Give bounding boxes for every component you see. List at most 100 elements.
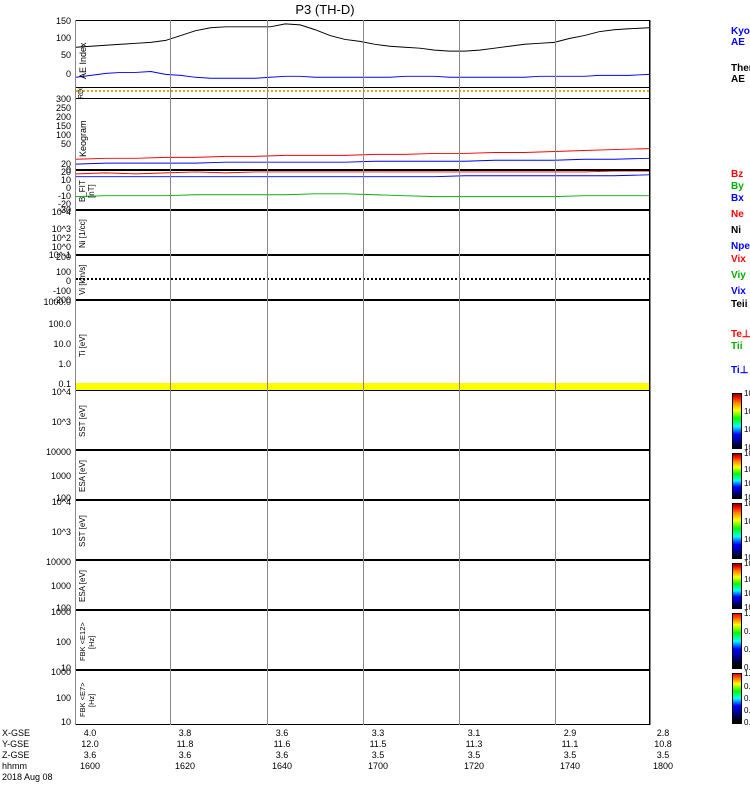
xaxis-zgse-5: 3.5 <box>540 750 600 760</box>
ti-legend-teii: Teii <box>731 299 747 310</box>
ti-legend-tii: Tii <box>731 341 742 352</box>
xaxis-hhmm-0: 1600 <box>60 761 120 771</box>
xaxis-date: 2018 Aug 08 <box>2 772 750 782</box>
fbk2-colorbar <box>732 673 742 724</box>
xaxis-xgse-1: 3.8 <box>155 728 215 738</box>
xaxis-xgse-3: 3.3 <box>348 728 408 738</box>
esa1-cb-tick-2: 10^7 <box>744 465 750 474</box>
ti-legend-tiperp: Ti⊥ <box>731 365 748 376</box>
plot-title: P3 (TH-D) <box>0 2 650 17</box>
ni-legend-npet: Npet <box>731 241 750 252</box>
sst2-cb-tick-3: 10^8 <box>744 499 750 508</box>
vi-legend-vix2: Vix <box>731 286 746 297</box>
vi-ylabel: Vi [km/s] <box>78 264 87 296</box>
fbk2-ytick-1000: 1000 <box>31 667 71 677</box>
xaxis-label-ygse: Y-GSE <box>2 739 29 749</box>
ae-index-curves <box>76 21 649 87</box>
esa1-cb-tick-1: 10^5 <box>744 479 750 488</box>
xaxis-hhmm-6: 1800 <box>633 761 693 771</box>
sst1-ytick-3: 10^3 <box>31 417 71 427</box>
ae-legend-kyoto: Kyoto AE <box>731 26 750 48</box>
esa2-panel: ESA [eV] 10000 1000 100 10^9 10^7 10^5 1… <box>75 560 650 610</box>
sst1-ylabel: SST [eV] <box>78 405 87 437</box>
esa1-colorbar <box>732 453 742 499</box>
keogram-curves <box>76 99 649 169</box>
xaxis-xgse-0: 4.0 <box>60 728 120 738</box>
xaxis-ygse-5: 11.1 <box>540 739 600 749</box>
fbk1-panel: FBK <E12> [Hz] 1000 100 10 1.0000 0.1000… <box>75 610 650 670</box>
fbk2-ytick-100: 100 <box>31 693 71 703</box>
xaxis-hhmm-2: 1640 <box>252 761 312 771</box>
fbk1-ytick-1000: 1000 <box>31 607 71 617</box>
xaxis-label-zgse: Z-GSE <box>2 750 30 760</box>
xaxis-zgse-4: 3.5 <box>444 750 504 760</box>
rdi-panel: RDI <box>75 88 650 98</box>
bfit-legend-bz: Bz <box>731 169 743 180</box>
xaxis-ygse-4: 11.3 <box>444 739 504 749</box>
fbk1-ylabel: FBK <E12> [Hz] <box>78 621 96 663</box>
fbk2-panel: FBK <E7> [Hz] 1000 100 10 1.0000 0.1000 … <box>75 670 650 725</box>
sst1-cb-tick-2: 10^4 <box>744 407 750 416</box>
sst1-cb-tick-3: 10^8 <box>744 389 750 398</box>
xaxis-zgse-2: 3.6 <box>252 750 312 760</box>
sst2-ylabel: SST [eV] <box>78 515 87 547</box>
xaxis-ygse-6: 10.8 <box>633 739 693 749</box>
esa1-cb-tick-3: 10^9 <box>744 449 750 458</box>
esa2-cb-tick-3: 10^9 <box>744 559 750 568</box>
ti-ytick-100: 100.0 <box>31 319 71 329</box>
xaxis-label-xgse: X-GSE <box>2 728 30 738</box>
fbk2-ytick-10: 10 <box>31 717 71 727</box>
esa1-ytick-10000: 10000 <box>31 447 71 457</box>
esa1-panel: ESA [eV] 10000 1000 100 10^9 10^7 10^5 1… <box>75 450 650 500</box>
esa1-ylabel: ESA [eV] <box>78 459 87 493</box>
ae-index-panel: AE Index 150 100 50 0 Kyoto AE Themis AE <box>75 20 650 88</box>
keogram-ylabel: Keogram <box>78 119 88 159</box>
esa2-cb-tick-2: 10^7 <box>744 575 750 584</box>
xaxis-hhmm-1: 1620 <box>155 761 215 771</box>
fbk1-cb-tick-3: 1.0000 <box>744 609 750 618</box>
sst2-ytick-4: 10^4 <box>31 497 71 507</box>
fbk2-cb-tick-0: 0.0001 <box>744 718 750 727</box>
bfit-legend-by: By <box>731 181 744 192</box>
ni-panel: Ni [1/cc] 10^4 10^3 10^2 10^0 10^-1 Ne N… <box>75 210 650 255</box>
ti-legend-teperp: Te⊥ <box>731 329 750 340</box>
fbk2-cb-tick-3: 0.1000 <box>744 682 750 691</box>
ti-ytick-1000: 1000.0 <box>31 297 71 307</box>
ni-legend-ne: Ne <box>731 209 744 220</box>
spectrogram-plot: P3 (TH-D) AE Index 150 100 50 0 Kyoto AE… <box>0 0 750 800</box>
ae-ytick-150: 150 <box>31 16 71 26</box>
fbk2-cb-tick-4: 1.0000 <box>744 669 750 678</box>
ni-legend-ni: Ni <box>731 225 741 236</box>
ae-ytick-50: 50 <box>31 50 71 60</box>
xaxis-ygse-2: 11.6 <box>252 739 312 749</box>
ni-ytick-4: 10^4 <box>31 207 71 217</box>
esa1-ytick-1000: 1000 <box>31 471 71 481</box>
xaxis-label-hhmm: hhmm <box>2 761 27 771</box>
ti-yellow-band <box>76 383 649 390</box>
xaxis-ygse-3: 11.5 <box>348 739 408 749</box>
bfit-curves <box>76 171 649 209</box>
fbk1-ytick-100: 100 <box>31 637 71 647</box>
xaxis-xgse-2: 3.6 <box>252 728 312 738</box>
sst1-colorbar <box>732 393 742 449</box>
vi-legend-vix: Vix <box>731 254 746 265</box>
ti-panel: Ti [eV] 1000.0 100.0 10.0 1.0 0.1 Teii T… <box>75 300 650 390</box>
xaxis-ygse-1: 11.8 <box>155 739 215 749</box>
bfit-legend-bx: Bx <box>731 193 744 204</box>
sst2-cb-tick-1: 10^2 <box>744 535 750 544</box>
vi-ytick-200: 200 <box>31 252 71 262</box>
sst2-ytick-3: 10^3 <box>31 527 71 537</box>
xaxis-zgse-1: 3.6 <box>155 750 215 760</box>
sst2-cb-tick-2: 10^4 <box>744 517 750 526</box>
xaxis-hhmm-5: 1740 <box>540 761 600 771</box>
ni-ylabel: Ni [1/cc] <box>78 217 87 251</box>
esa2-ytick-10000: 10000 <box>31 557 71 567</box>
ae-ytick-0: 0 <box>31 69 71 79</box>
xaxis-zgse-0: 3.6 <box>60 750 120 760</box>
sst1-cb-tick-1: 10^2 <box>744 425 750 434</box>
ae-index-ylabel: AE Index <box>78 31 88 91</box>
esa2-cb-tick-1: 10^5 <box>744 589 750 598</box>
xaxis-xgse-6: 2.8 <box>633 728 693 738</box>
esa2-ylabel: ESA [eV] <box>78 569 87 603</box>
